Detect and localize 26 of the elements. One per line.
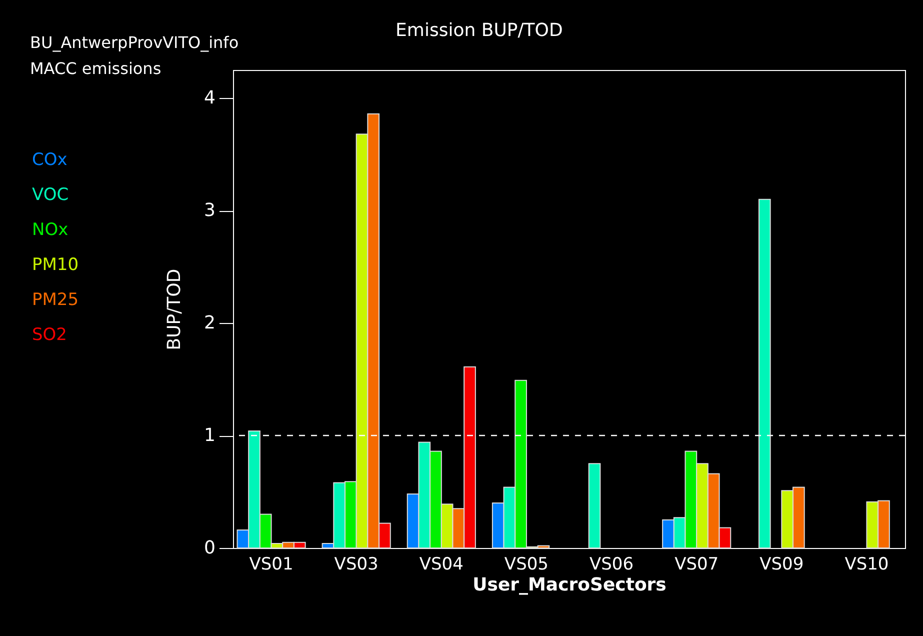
text: COx: [32, 149, 68, 172]
x-tick-label: VS01: [249, 554, 294, 574]
y-tick-label: 0: [204, 538, 216, 558]
x-tick-label: VS03: [334, 554, 378, 574]
text: MACC emissions: [30, 58, 162, 80]
text: VOC: [32, 184, 70, 207]
text: PM10: [32, 254, 79, 277]
chart-title: Emission BUP/TOD: [396, 20, 563, 41]
y-tick-label: 2: [204, 312, 216, 334]
y-axis-title: BUP/TOD: [164, 268, 186, 350]
text: PM25: [32, 289, 79, 312]
y-tick-label: 4: [204, 88, 216, 109]
y-tick-label: 3: [204, 200, 216, 222]
y-tick-label: 1: [204, 425, 216, 446]
x-tick-label: VS09: [760, 554, 804, 574]
x-tick-label: VS05: [504, 554, 548, 574]
bar: [588, 463, 601, 548]
x-tick-label: VS06: [590, 554, 634, 574]
text: NOx: [32, 219, 70, 242]
text: BU_AntwerpProvVITO_info: [30, 32, 239, 54]
bar: [758, 198, 771, 548]
x-tick-label: VS04: [419, 554, 464, 574]
text: SO2: [32, 324, 68, 347]
x-axis-title: User_MacroSectors: [472, 574, 666, 596]
x-tick-label: VS10: [844, 554, 889, 574]
x-tick-label: VS07: [674, 554, 719, 574]
